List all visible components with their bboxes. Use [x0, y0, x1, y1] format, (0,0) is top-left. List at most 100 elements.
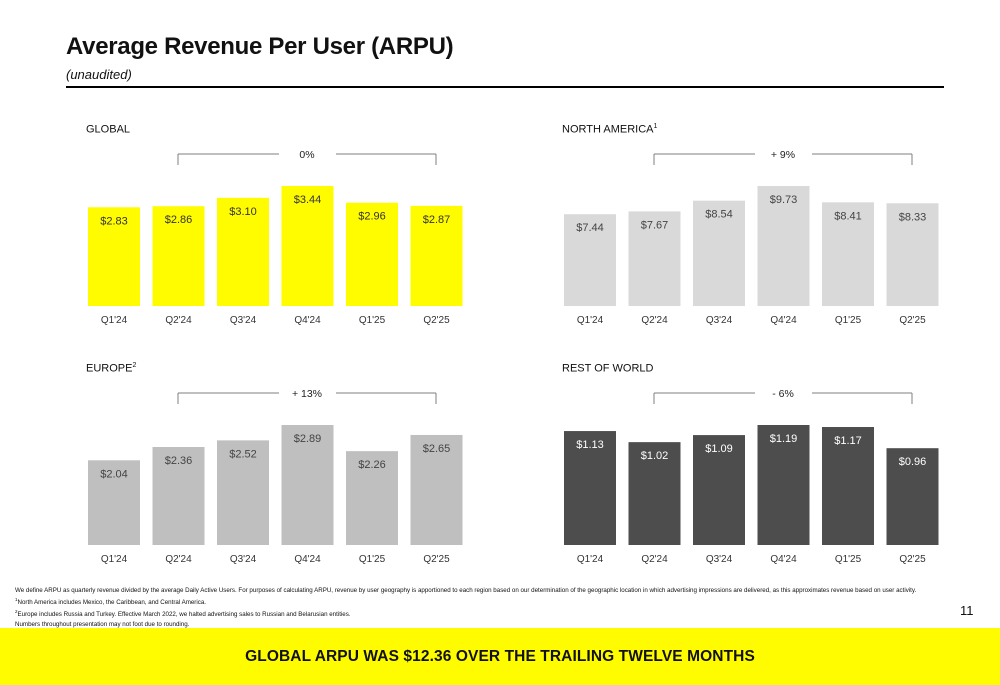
bar-value-label: $2.83: [100, 215, 128, 227]
x-tick-label: Q2'24: [641, 315, 668, 326]
x-tick-label: Q3'24: [230, 554, 257, 565]
chart-svg: + 9% $7.44 Q1'24 $7.67 Q2'24 $8.54 Q3'24 $9.73 Q…: [564, 149, 939, 326]
x-tick-label: Q1'25: [359, 554, 386, 565]
bar-value-label: $2.89: [294, 433, 322, 445]
chart-title-footnote-ref: 2: [132, 362, 137, 369]
bar-value-label: $1.17: [834, 435, 862, 447]
x-tick-label: Q1'24: [577, 315, 604, 326]
chart-title: NORTH AMERICA1: [562, 123, 657, 136]
bar: [757, 425, 810, 545]
chart-panel-rest-of-world: REST OF WORLD - 6% $1.13 Q1'24 $1.02 Q2'24 $1…: [542, 362, 942, 577]
bar-value-label: $2.86: [165, 214, 193, 226]
chart-title: REST OF WORLD: [562, 362, 653, 375]
change-label: - 6%: [772, 388, 794, 400]
bar: [217, 197, 269, 306]
bar: [628, 442, 681, 545]
page-number: 11: [960, 603, 974, 618]
bar: [564, 214, 616, 306]
chart-title-text: GLOBAL: [86, 123, 131, 136]
bar: [346, 451, 398, 545]
chart-title-footnote-ref: 1: [653, 123, 658, 130]
bar: [410, 205, 463, 306]
page-subtitle: (unaudited): [66, 67, 132, 82]
change-bracket: - 6%: [653, 388, 913, 404]
x-tick-label: Q1'24: [101, 315, 128, 326]
footnote-1-text: North America includes Mexico, the Carib…: [17, 599, 206, 607]
x-tick-label: Q2'25: [423, 315, 450, 326]
x-tick-label: Q1'25: [835, 315, 862, 326]
change-bracket: + 13%: [177, 388, 437, 404]
chart-panel-global: GLOBAL 0% $2.83 Q1'24 $2.86 Q2'24 $3.10 Q3'24 $…: [66, 123, 466, 338]
bar-value-label: $2.26: [358, 459, 386, 471]
change-label: 0%: [299, 149, 314, 161]
bar: [693, 200, 745, 306]
chart-title: EUROPE2: [86, 362, 136, 375]
bar-value-label: $2.36: [165, 455, 193, 467]
x-tick-label: Q2'25: [423, 554, 450, 565]
footnote-1-marker: 1: [15, 597, 18, 603]
x-tick-label: Q1'24: [577, 554, 604, 565]
chart-panel-north-america: NORTH AMERICA1 + 9% $7.44 Q1'24 $7.67 Q2'24 $…: [542, 123, 942, 338]
bar-value-label: $9.73: [770, 194, 798, 206]
bar-value-label: $3.44: [294, 194, 322, 206]
bar: [564, 431, 616, 545]
x-tick-label: Q3'24: [230, 315, 257, 326]
footnote-1: 1North America includes Mexico, the Cari…: [15, 595, 995, 607]
bar: [822, 202, 874, 306]
x-tick-label: Q2'24: [165, 315, 192, 326]
bar: [281, 186, 334, 306]
footnote-rounding: Numbers throughout presentation may not …: [15, 620, 190, 628]
footnote-2-marker: 2: [15, 609, 18, 615]
bar: [886, 448, 939, 545]
bar-value-label: $8.33: [899, 211, 927, 223]
bar: [628, 211, 681, 306]
chart-title: GLOBAL: [86, 123, 130, 136]
chart-title-text: EUROPE: [86, 362, 133, 375]
chart-svg: - 6% $1.13 Q1'24 $1.02 Q2'24 $1.09 Q3'24 $1.19 Q…: [564, 388, 939, 565]
bar-value-label: $1.13: [576, 439, 604, 451]
bar-value-label: $2.87: [423, 214, 451, 226]
change-label: + 9%: [771, 149, 795, 161]
bar: [152, 447, 205, 545]
bar: [410, 434, 463, 545]
bar: [886, 203, 939, 306]
bar: [217, 440, 269, 545]
bar-value-label: $8.41: [834, 210, 862, 222]
chart-panel-europe: EUROPE2 + 13% $2.04 Q1'24 $2.36 Q2'24 $2.52 Q3…: [66, 362, 466, 577]
footnotes: We define ARPU as quarterly revenue divi…: [15, 586, 995, 629]
footnote-2: 2Europe includes Russia and Turkey. Effe…: [15, 607, 995, 619]
chart-title-text: NORTH AMERICA: [562, 123, 654, 136]
summary-banner: GLOBAL ARPU WAS $12.36 OVER THE TRAILING…: [0, 628, 1000, 685]
x-tick-label: Q2'25: [899, 315, 926, 326]
bar-value-label: $2.65: [423, 443, 451, 455]
bar-value-label: $7.67: [641, 219, 669, 231]
page-title: Average Revenue Per User (ARPU): [66, 33, 454, 60]
bar: [346, 202, 398, 306]
footnote-definition: We define ARPU as quarterly revenue divi…: [15, 587, 917, 594]
header-divider: [66, 86, 944, 88]
x-tick-label: Q4'24: [294, 315, 321, 326]
bar: [693, 435, 745, 545]
x-tick-label: Q2'24: [641, 554, 668, 565]
bar-value-label: $1.02: [641, 450, 669, 462]
x-tick-label: Q2'24: [165, 554, 192, 565]
x-tick-label: Q1'25: [359, 315, 386, 326]
bar-value-label: $2.96: [358, 211, 386, 223]
bar: [88, 460, 140, 545]
bar: [88, 207, 140, 306]
bar-value-label: $1.19: [770, 433, 798, 445]
bar-value-label: $0.96: [899, 456, 927, 468]
chart-svg: + 13% $2.04 Q1'24 $2.36 Q2'24 $2.52 Q3'24 $2.89…: [88, 388, 463, 565]
bar-value-label: $2.52: [229, 448, 257, 460]
change-label: + 13%: [292, 388, 322, 400]
bar: [281, 425, 334, 545]
x-tick-label: Q3'24: [706, 554, 733, 565]
bar-value-label: $1.09: [705, 443, 733, 455]
bar-value-label: $7.44: [576, 222, 604, 234]
x-tick-label: Q2'25: [899, 554, 926, 565]
bar-value-label: $8.54: [705, 209, 733, 221]
x-tick-label: Q4'24: [294, 554, 321, 565]
bar: [822, 427, 874, 545]
change-bracket: + 9%: [653, 149, 913, 165]
bar: [757, 186, 810, 306]
